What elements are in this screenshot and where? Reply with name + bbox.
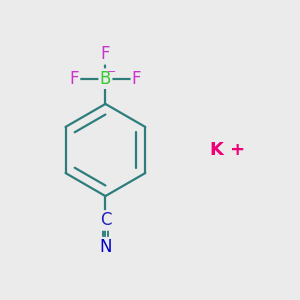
Text: C: C xyxy=(100,212,111,230)
Text: K +: K + xyxy=(210,141,245,159)
Text: −: − xyxy=(107,67,117,77)
Text: F: F xyxy=(70,70,79,88)
Text: B: B xyxy=(100,70,111,88)
Text: N: N xyxy=(99,238,112,256)
Text: F: F xyxy=(132,70,141,88)
Text: F: F xyxy=(101,45,110,63)
